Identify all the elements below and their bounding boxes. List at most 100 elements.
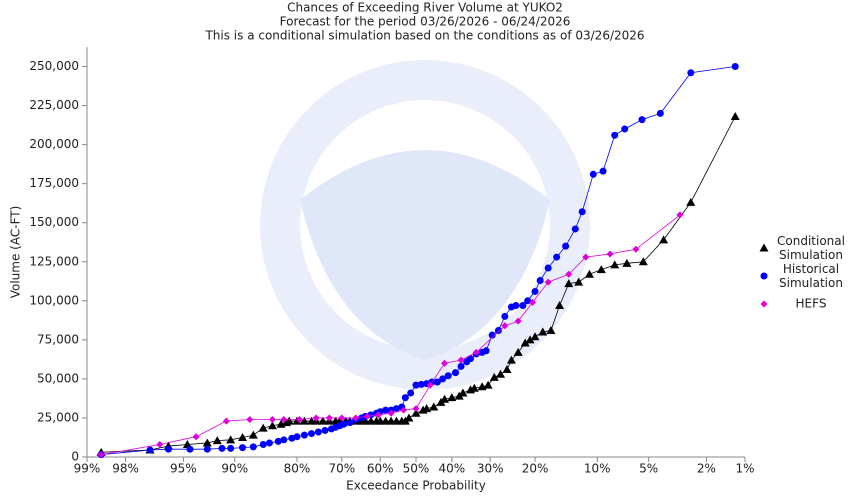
point (565, 270, 573, 278)
point (512, 301, 520, 309)
legend-label: HEFS (796, 297, 827, 311)
point (441, 359, 449, 367)
point (274, 437, 282, 445)
x-tick-label: 5% (639, 462, 658, 476)
point (186, 445, 194, 453)
point (164, 445, 172, 453)
point (417, 380, 425, 388)
point (444, 372, 452, 380)
point (212, 436, 222, 445)
point (404, 413, 414, 422)
y-tick-label: 75,000 (37, 332, 79, 346)
point (321, 426, 329, 434)
legend-marker (759, 243, 769, 252)
point (156, 441, 164, 449)
point (489, 372, 499, 381)
point (248, 430, 258, 439)
point (265, 439, 273, 447)
point (280, 436, 288, 444)
point (258, 423, 268, 432)
legend-label: Conditional Simulation (777, 234, 845, 262)
point (401, 394, 409, 402)
point (202, 438, 212, 447)
point (501, 322, 509, 330)
y-tick-label: 225,000 (29, 98, 79, 112)
point (686, 197, 696, 206)
watermark-inner (300, 100, 550, 350)
point (562, 242, 570, 250)
point (520, 338, 530, 347)
y-tick-label: 25,000 (37, 410, 79, 424)
point (295, 416, 303, 424)
point (97, 451, 105, 459)
x-tick-label: 20% (522, 462, 549, 476)
point (374, 411, 382, 419)
point (192, 433, 200, 441)
point (482, 347, 490, 355)
point (429, 402, 439, 411)
point (638, 116, 646, 124)
point (676, 211, 684, 219)
point (488, 331, 496, 339)
point (632, 245, 640, 253)
point (457, 356, 465, 364)
point (267, 421, 277, 430)
x-tick-label: 10% (584, 462, 611, 476)
x-tick-label: 2% (697, 462, 716, 476)
point (238, 432, 248, 441)
x-tick-label: 50% (403, 462, 430, 476)
chart-note: This is a conditional simulation based o… (204, 29, 644, 43)
point (387, 409, 395, 417)
point (458, 388, 468, 397)
y-tick-label: 200,000 (29, 137, 79, 151)
point (501, 312, 509, 320)
point (352, 414, 360, 422)
point (656, 109, 664, 117)
point (360, 416, 370, 425)
point (308, 430, 316, 438)
x-tick-label: 95% (170, 462, 197, 476)
point (300, 431, 308, 439)
point (325, 414, 333, 422)
watermark (260, 60, 590, 390)
point (596, 265, 606, 274)
point (611, 131, 619, 139)
point (239, 444, 247, 452)
watermark-disc (260, 60, 590, 390)
point (246, 416, 254, 424)
point (433, 378, 441, 386)
point (731, 63, 739, 71)
point (392, 405, 400, 413)
point (582, 253, 590, 261)
point (293, 433, 301, 441)
x-tick-label: 70% (329, 462, 356, 476)
point (536, 277, 544, 285)
point (578, 208, 586, 216)
x-tick-label: 60% (367, 462, 394, 476)
point (519, 301, 527, 309)
point (400, 406, 408, 414)
x-tick-label: 40% (438, 462, 465, 476)
point (571, 225, 579, 233)
x-tick-label: 30% (477, 462, 504, 476)
point (531, 287, 539, 295)
point (606, 250, 614, 258)
y-tick-label: 175,000 (29, 176, 79, 190)
point (314, 428, 322, 436)
point (525, 335, 535, 344)
chart-title: Chances of Exceeding River Volume at YUK… (287, 1, 563, 15)
x-tick-label: 98% (112, 462, 139, 476)
point (412, 405, 420, 413)
point (340, 420, 348, 428)
y-tick-label: 150,000 (29, 215, 79, 229)
x-tick-label: 1% (735, 462, 754, 476)
point (318, 416, 328, 425)
point (494, 326, 502, 334)
point (222, 417, 230, 425)
point (599, 167, 607, 175)
point (546, 325, 556, 334)
point (412, 381, 420, 389)
point (249, 443, 257, 451)
point (227, 444, 235, 452)
